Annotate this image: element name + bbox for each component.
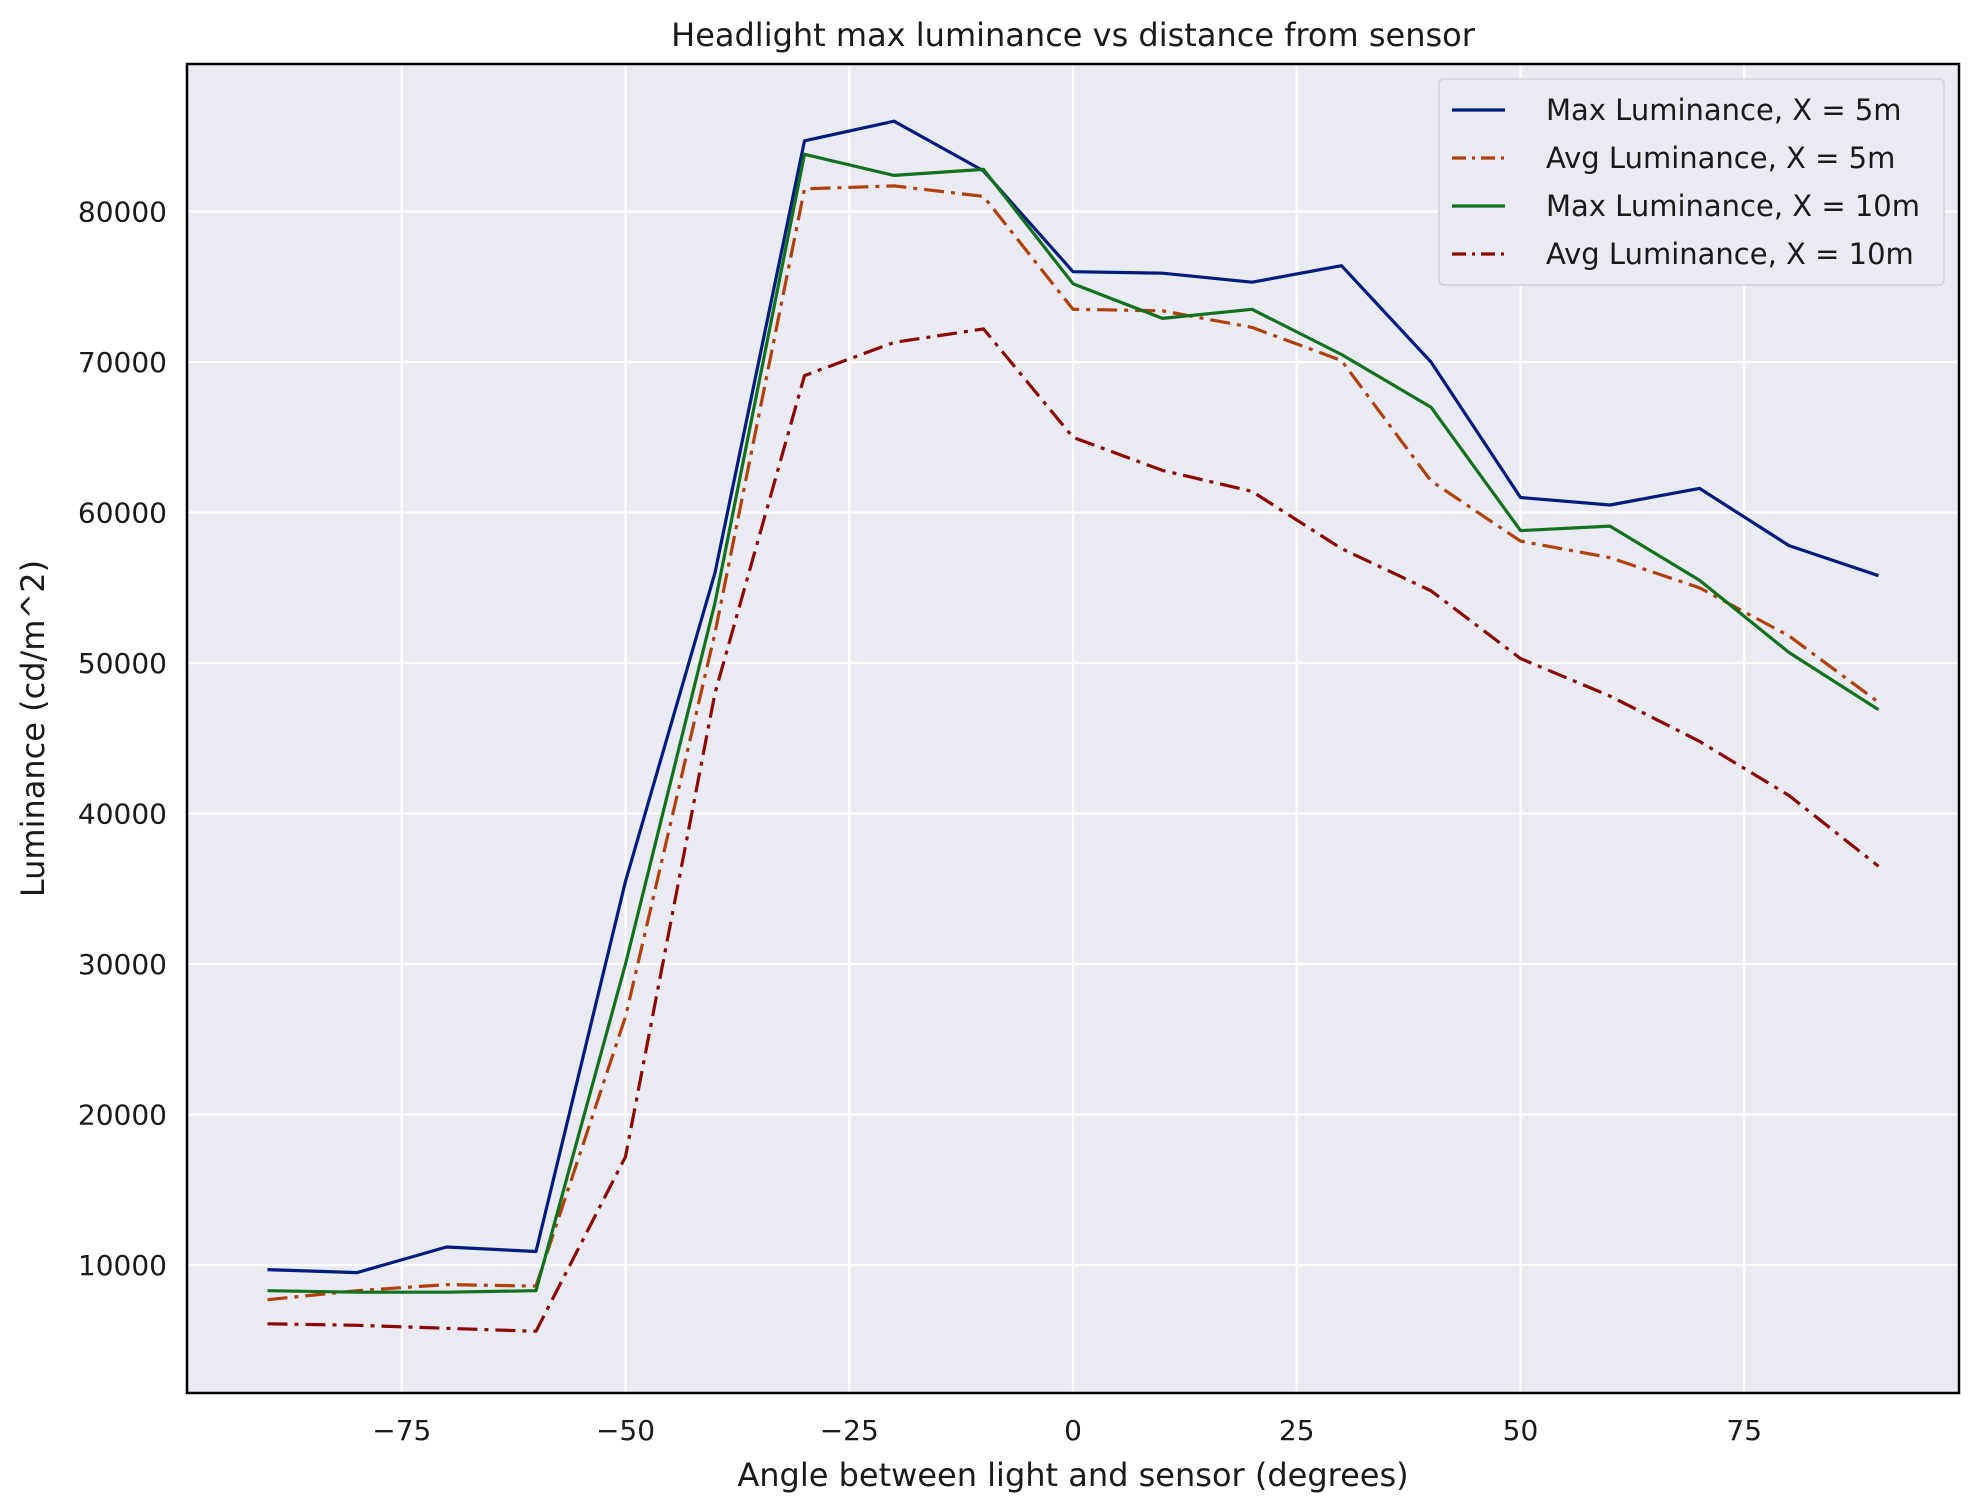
y-axis-ticks: 10000 20000 30000 40000 50000 60000 70000 80000	[78, 195, 167, 1282]
x-tick-label: −75	[372, 1414, 431, 1447]
x-tick-label: 0	[1064, 1414, 1082, 1447]
y-axis-label: Luminance (cd/m^2)	[14, 560, 52, 897]
legend-box	[1438, 78, 1945, 286]
x-tick-label: 25	[1279, 1414, 1315, 1447]
x-tick-label: −25	[820, 1414, 879, 1447]
y-tick-label: 80000	[78, 195, 167, 228]
y-tick-label: 20000	[78, 1099, 167, 1132]
legend-label: Max Luminance, X = 10m	[1546, 189, 1920, 223]
legend-label: Avg Luminance, X = 5m	[1546, 141, 1895, 175]
x-tick-label: 75	[1726, 1414, 1762, 1447]
series-group	[267, 119, 1880, 1333]
x-tick-label: −50	[596, 1414, 655, 1447]
x-tick-label: 50	[1503, 1414, 1539, 1447]
legend-label: Avg Luminance, X = 10m	[1546, 237, 1914, 271]
y-tick-label: 60000	[78, 497, 167, 530]
legend-label: Max Luminance, X = 5m	[1546, 93, 1902, 127]
y-tick-label: 30000	[78, 948, 167, 981]
x-axis-label: Angle between light and sensor (degrees)	[737, 1456, 1408, 1494]
y-tick-label: 70000	[78, 346, 167, 379]
y-tick-label: 50000	[78, 647, 167, 680]
y-tick-label: 40000	[78, 798, 167, 831]
legend: Max Luminance, X = 5m Avg Luminance, X = …	[1438, 78, 1945, 286]
series-line-1	[267, 119, 1880, 1275]
chart-title: Headlight max luminance vs distance from…	[671, 16, 1476, 54]
series-line-3	[267, 152, 1880, 1294]
y-tick-label: 10000	[78, 1249, 167, 1282]
x-axis-ticks: −75 −50 −25 0 25 50 75	[372, 1414, 1762, 1447]
plot-frame	[185, 62, 1961, 1395]
series-line-4	[267, 327, 1880, 1333]
